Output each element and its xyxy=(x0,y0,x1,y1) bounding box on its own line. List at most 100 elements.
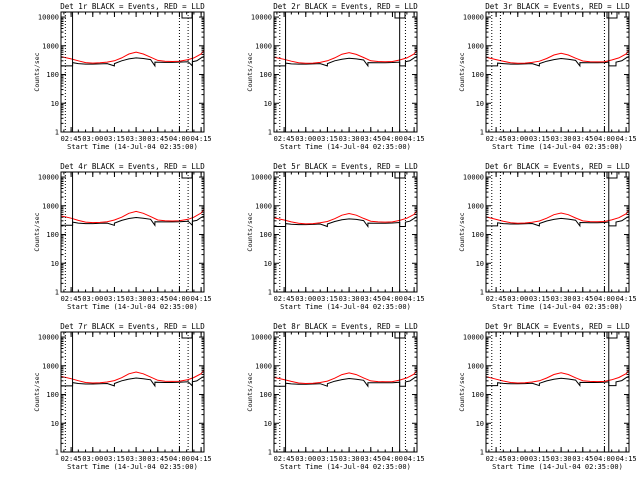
series-line-lld xyxy=(61,369,204,384)
y-tick-label: 10000 xyxy=(463,14,484,22)
y-tick-label: 1 xyxy=(268,449,272,457)
y-axis-label: Counts/sec xyxy=(33,212,41,251)
x-tick-label: 03:45 xyxy=(572,455,593,463)
series-line-events xyxy=(486,375,629,388)
panel-det-1: Det 1r BLACK = Events, RED = LLD 1 10 100 10… xyxy=(33,2,212,151)
y-tick-label: 1 xyxy=(268,289,272,297)
x-axis-label: Start Time (14-Jul-04 02:35:00) xyxy=(280,303,411,311)
x-tick-label: 03:00 xyxy=(82,295,103,303)
y-tick-label: 10000 xyxy=(38,334,59,342)
top-bracket xyxy=(606,172,618,179)
x-axis-label: Start Time (14-Jul-04 02:35:00) xyxy=(492,463,623,471)
y-tick-label: 10 xyxy=(51,100,59,108)
y-tick-label: 10 xyxy=(476,420,484,428)
series-line-events xyxy=(61,215,204,227)
x-tick-label: 03:30 xyxy=(126,135,147,143)
x-tick-label: 04:00 xyxy=(594,135,615,143)
x-tick-label: 03:15 xyxy=(529,455,550,463)
x-tick-label: 04:15 xyxy=(616,295,637,303)
x-tick-label: 03:00 xyxy=(507,455,528,463)
y-tick-label: 1000 xyxy=(42,42,59,50)
x-axis-label: Start Time (14-Jul-04 02:35:00) xyxy=(67,463,198,471)
x-tick-label: 03:30 xyxy=(339,295,360,303)
x-tick-label: 03:45 xyxy=(147,295,168,303)
y-tick-label: 10 xyxy=(264,420,272,428)
top-bracket xyxy=(606,332,618,339)
x-tick-label: 03:30 xyxy=(126,455,147,463)
panel-title: Det 9r BLACK = Events, RED = LLD xyxy=(485,322,630,331)
x-tick-label: 03:00 xyxy=(295,135,316,143)
x-tick-label: 03:45 xyxy=(360,295,381,303)
x-tick-label: 03:45 xyxy=(147,455,168,463)
y-tick-label: 1 xyxy=(480,289,484,297)
x-tick-label: 03:45 xyxy=(360,455,381,463)
y-tick-label: 10000 xyxy=(38,14,59,22)
x-tick-label: 03:00 xyxy=(507,135,528,143)
y-tick-label: 1000 xyxy=(255,202,272,210)
x-tick-label: 03:45 xyxy=(360,135,381,143)
y-tick-label: 100 xyxy=(471,231,484,239)
x-axis-label: Start Time (14-Jul-04 02:35:00) xyxy=(492,303,623,311)
series-line-events xyxy=(274,55,417,68)
x-tick-label: 03:45 xyxy=(147,135,168,143)
x-tick-label: 03:00 xyxy=(82,135,103,143)
x-tick-label: 03:00 xyxy=(507,295,528,303)
y-tick-label: 10000 xyxy=(38,174,59,182)
y-tick-label: 100 xyxy=(259,71,272,79)
y-tick-label: 10 xyxy=(264,260,272,268)
y-axis-label: Counts/sec xyxy=(246,52,254,91)
x-tick-label: 04:00 xyxy=(169,295,190,303)
x-tick-label: 02:45 xyxy=(61,135,82,143)
series-line-lld xyxy=(61,209,204,224)
x-tick-label: 02:45 xyxy=(486,295,507,303)
x-tick-label: 02:45 xyxy=(274,135,295,143)
x-tick-label: 03:15 xyxy=(317,455,338,463)
plot-frame xyxy=(273,331,418,453)
plot-frame xyxy=(273,11,418,133)
x-tick-label: 04:00 xyxy=(382,455,403,463)
x-axis-label: Start Time (14-Jul-04 02:35:00) xyxy=(67,303,198,311)
y-tick-label: 100 xyxy=(471,71,484,79)
y-tick-label: 10 xyxy=(51,260,59,268)
y-axis-label: Counts/sec xyxy=(458,372,466,411)
series-line-events xyxy=(486,215,629,228)
y-tick-label: 1000 xyxy=(467,42,484,50)
series-line-lld xyxy=(274,49,417,64)
y-tick-label: 10000 xyxy=(251,14,272,22)
x-tick-label: 03:30 xyxy=(551,455,572,463)
y-tick-label: 100 xyxy=(259,231,272,239)
series-line-events xyxy=(486,55,629,68)
x-tick-label: 03:15 xyxy=(104,295,125,303)
x-tick-label: 03:15 xyxy=(529,135,550,143)
y-axis-label: Counts/sec xyxy=(246,212,254,251)
panel-title: Det 5r BLACK = Events, RED = LLD xyxy=(273,162,418,171)
plot-frame xyxy=(485,171,630,293)
x-tick-label: 04:00 xyxy=(169,455,190,463)
y-tick-label: 1000 xyxy=(467,362,484,370)
series-line-lld xyxy=(274,369,417,385)
top-bracket xyxy=(606,12,618,19)
y-tick-label: 1 xyxy=(55,289,59,297)
panel-det-6: Det 6r BLACK = Events, RED = LLD 1 10 100 10… xyxy=(458,162,637,311)
x-tick-label: 04:00 xyxy=(382,295,403,303)
x-tick-label: 04:00 xyxy=(594,455,615,463)
y-tick-label: 1000 xyxy=(255,362,272,370)
panel-title: Det 1r BLACK = Events, RED = LLD xyxy=(60,2,205,11)
x-tick-label: 02:45 xyxy=(486,135,507,143)
y-axis-label: Counts/sec xyxy=(458,52,466,91)
x-tick-label: 03:30 xyxy=(551,135,572,143)
series-line-lld xyxy=(486,209,629,224)
top-bracket xyxy=(394,332,406,339)
series-line-events xyxy=(274,376,417,388)
y-tick-label: 1000 xyxy=(42,362,59,370)
y-axis-label: Counts/sec xyxy=(33,52,41,91)
x-tick-label: 03:45 xyxy=(572,135,593,143)
panel-title: Det 8r BLACK = Events, RED = LLD xyxy=(273,322,418,331)
panel-det-8: Det 8r BLACK = Events, RED = LLD 1 10 100 10… xyxy=(246,322,425,471)
panel-title: Det 3r BLACK = Events, RED = LLD xyxy=(485,2,630,11)
x-tick-label: 03:15 xyxy=(529,295,550,303)
y-tick-label: 10000 xyxy=(251,174,272,182)
plot-frame xyxy=(60,171,205,293)
x-tick-label: 03:00 xyxy=(295,455,316,463)
x-tick-label: 04:15 xyxy=(616,135,637,143)
